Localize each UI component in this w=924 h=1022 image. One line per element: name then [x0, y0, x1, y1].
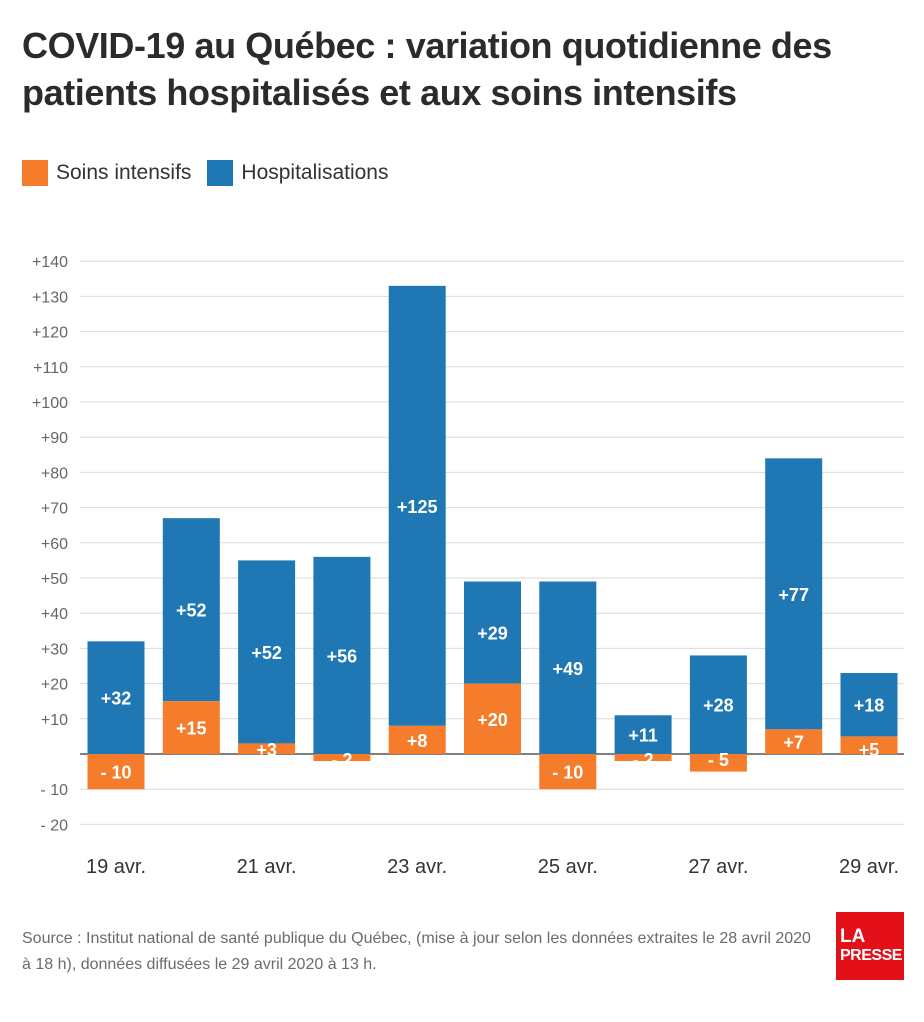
data-label-soins-intensifs: +3: [256, 740, 277, 760]
data-label-soins-intensifs: - 2: [633, 750, 654, 770]
data-label-hospitalisations: +11: [628, 726, 658, 746]
data-label-hospitalisations: +29: [477, 624, 508, 644]
bar-hospitalisations: [238, 560, 296, 744]
legend-item-hospital: Hospitalisations: [207, 160, 388, 186]
bar-soins-intensifs: [614, 754, 672, 762]
data-label-soins-intensifs: +20: [477, 710, 508, 730]
bar-hospitalisations: [689, 655, 747, 754]
data-label-soins-intensifs: - 2: [331, 750, 352, 770]
y-tick-label: +90: [41, 430, 68, 447]
bar-soins-intensifs: [765, 729, 823, 754]
bar-hospitalisations: [87, 641, 145, 754]
y-tick-label: +120: [32, 325, 68, 342]
bar-soins-intensifs: [87, 754, 145, 790]
y-tick-label: +20: [41, 677, 68, 694]
source-note: Source : Institut national de santé publ…: [22, 930, 811, 973]
data-label-hospitalisations: +18: [854, 696, 885, 716]
logo-line-2: PRESSE: [840, 947, 902, 964]
legend-label-intensive: Soins intensifs: [56, 161, 192, 184]
bar-hospitalisations: [464, 581, 521, 684]
data-label-hospitalisations: +28: [703, 696, 734, 716]
bar-soins-intensifs: [313, 754, 371, 762]
bar-soins-intensifs: [689, 754, 747, 772]
bar-hospitalisations: [765, 458, 823, 730]
la-presse-logo: LA PRESSE: [836, 912, 904, 980]
data-label-hospitalisations: +49: [553, 659, 584, 679]
y-tick-label: +100: [32, 395, 68, 412]
data-label-hospitalisations: +52: [251, 643, 282, 663]
y-tick-label: +30: [41, 641, 68, 658]
y-tick-label: - 20: [40, 817, 68, 834]
x-tick-label: 25 avr.: [538, 856, 598, 878]
bar-hospitalisations: [388, 285, 446, 726]
y-tick-label: +110: [33, 360, 68, 377]
y-tick-label: +70: [41, 501, 68, 518]
data-label-soins-intensifs: +8: [407, 731, 428, 751]
data-label-hospitalisations: +125: [397, 497, 438, 517]
legend-swatch-hospital: [207, 160, 234, 186]
x-tick-label: 21 avr.: [237, 856, 297, 878]
y-tick-label: +80: [41, 465, 68, 482]
legend-swatch-intensive: [22, 160, 48, 186]
legend-label-hospital: Hospitalisations: [241, 161, 389, 184]
data-label-hospitalisations: +56: [327, 646, 358, 666]
chart-title: COVID-19 au Québec : variation quotidien…: [22, 25, 832, 113]
data-label-hospitalisations: +52: [176, 601, 207, 621]
data-label-soins-intensifs: +15: [176, 719, 207, 739]
bar-hospitalisations: [840, 673, 898, 737]
legend: Soins intensifs Hospitalisations: [22, 160, 404, 186]
x-tick-label: 29 avr.: [839, 856, 899, 878]
bar-soins-intensifs: [840, 736, 898, 754]
data-label-hospitalisations: +32: [101, 689, 132, 709]
logo-line-1: LA: [840, 926, 866, 947]
bar-soins-intensifs: [464, 683, 521, 754]
y-tick-label: +140: [32, 254, 68, 271]
bar-hospitalisations: [539, 581, 597, 754]
y-tick-label: +10: [41, 712, 68, 729]
data-label-soins-intensifs: - 10: [100, 763, 131, 783]
data-label-soins-intensifs: +7: [783, 733, 804, 753]
x-tick-label: 23 avr.: [387, 856, 447, 878]
bar-soins-intensifs: [238, 743, 296, 754]
bar-hospitalisations: [162, 518, 220, 702]
data-label-soins-intensifs: - 5: [708, 750, 729, 770]
legend-item-intensive: Soins intensifs: [22, 160, 191, 186]
bar-soins-intensifs: [539, 754, 597, 790]
y-tick-label: +50: [41, 571, 68, 588]
bar-hospitalisations: [614, 715, 672, 754]
y-tick-label: +40: [41, 606, 68, 623]
data-label-hospitalisations: +77: [778, 585, 809, 605]
data-label-soins-intensifs: +5: [859, 740, 880, 760]
bar-soins-intensifs: [162, 701, 220, 754]
x-tick-label: 19 avr.: [86, 856, 146, 878]
y-tick-label: +130: [32, 289, 68, 306]
bar-chart: +140 +130 +120 +110 +100 +90 +80 +70 +60 +50 +40 +3…: [32, 254, 904, 878]
y-tick-label: - 10: [40, 782, 68, 799]
data-label-soins-intensifs: - 10: [552, 763, 583, 783]
x-tick-label: 27 avr.: [688, 856, 748, 878]
bar-soins-intensifs: [388, 725, 446, 754]
bar-hospitalisations: [313, 556, 371, 754]
y-tick-label: +60: [41, 536, 68, 553]
